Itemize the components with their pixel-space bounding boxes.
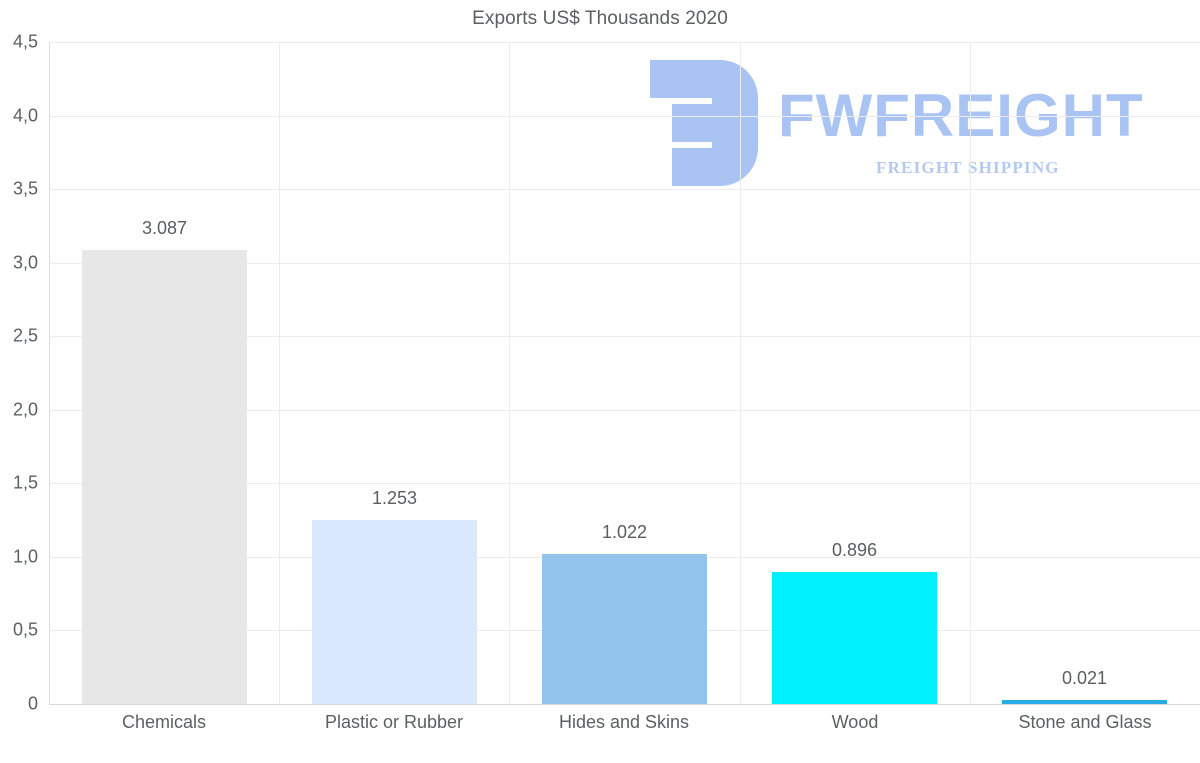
bar[interactable] <box>1002 700 1167 704</box>
y-axis-tick-label: 1,5 <box>12 472 38 493</box>
y-axis-tick-label: 0,5 <box>12 619 38 640</box>
bar-value-label: 1.022 <box>601 522 648 542</box>
bar-value-label: 0.021 <box>1061 668 1108 688</box>
x-gridline <box>740 42 741 704</box>
y-axis-tick-label: 2,0 <box>12 399 38 420</box>
x-gridline <box>970 42 971 704</box>
bar[interactable] <box>82 250 247 704</box>
y-gridline <box>49 483 1200 485</box>
y-axis-line <box>49 42 50 705</box>
y-axis-tick-label: 0 <box>27 693 38 714</box>
x-gridline <box>509 42 510 704</box>
y-gridline <box>49 409 1200 411</box>
y-axis-tick-label: 1,0 <box>12 546 38 567</box>
bar-value-label: 3.087 <box>141 218 188 238</box>
y-gridline <box>49 189 1200 191</box>
x-axis-line <box>49 704 1200 705</box>
chart-title: Exports US$ Thousands 2020 <box>472 8 728 29</box>
y-gridline <box>49 336 1200 338</box>
bar-value-label: 0.896 <box>831 540 878 560</box>
y-axis-tick-label: 2,5 <box>12 325 38 346</box>
y-axis-tick-label: 3,5 <box>12 178 38 199</box>
x-axis-tick-label: Wood <box>831 712 879 732</box>
x-axis-tick-label: Stone and Glass <box>1018 712 1152 732</box>
y-gridline <box>49 262 1200 264</box>
bar[interactable] <box>772 572 937 704</box>
bar[interactable] <box>312 520 477 704</box>
y-axis-tick-label: 4,5 <box>12 31 38 52</box>
y-axis-tick-label: 4,0 <box>12 105 38 126</box>
x-axis-tick-label: Hides and Skins <box>558 712 690 732</box>
bar[interactable] <box>542 554 707 704</box>
y-axis-tick-label: 3,0 <box>12 252 38 273</box>
x-axis-tick-label: Chemicals <box>121 712 207 732</box>
x-axis-tick-label: Plastic or Rubber <box>324 712 464 732</box>
x-gridline <box>279 42 280 704</box>
y-gridline <box>49 42 1200 43</box>
y-gridline <box>49 115 1200 117</box>
bar-value-label: 1.253 <box>371 488 418 508</box>
